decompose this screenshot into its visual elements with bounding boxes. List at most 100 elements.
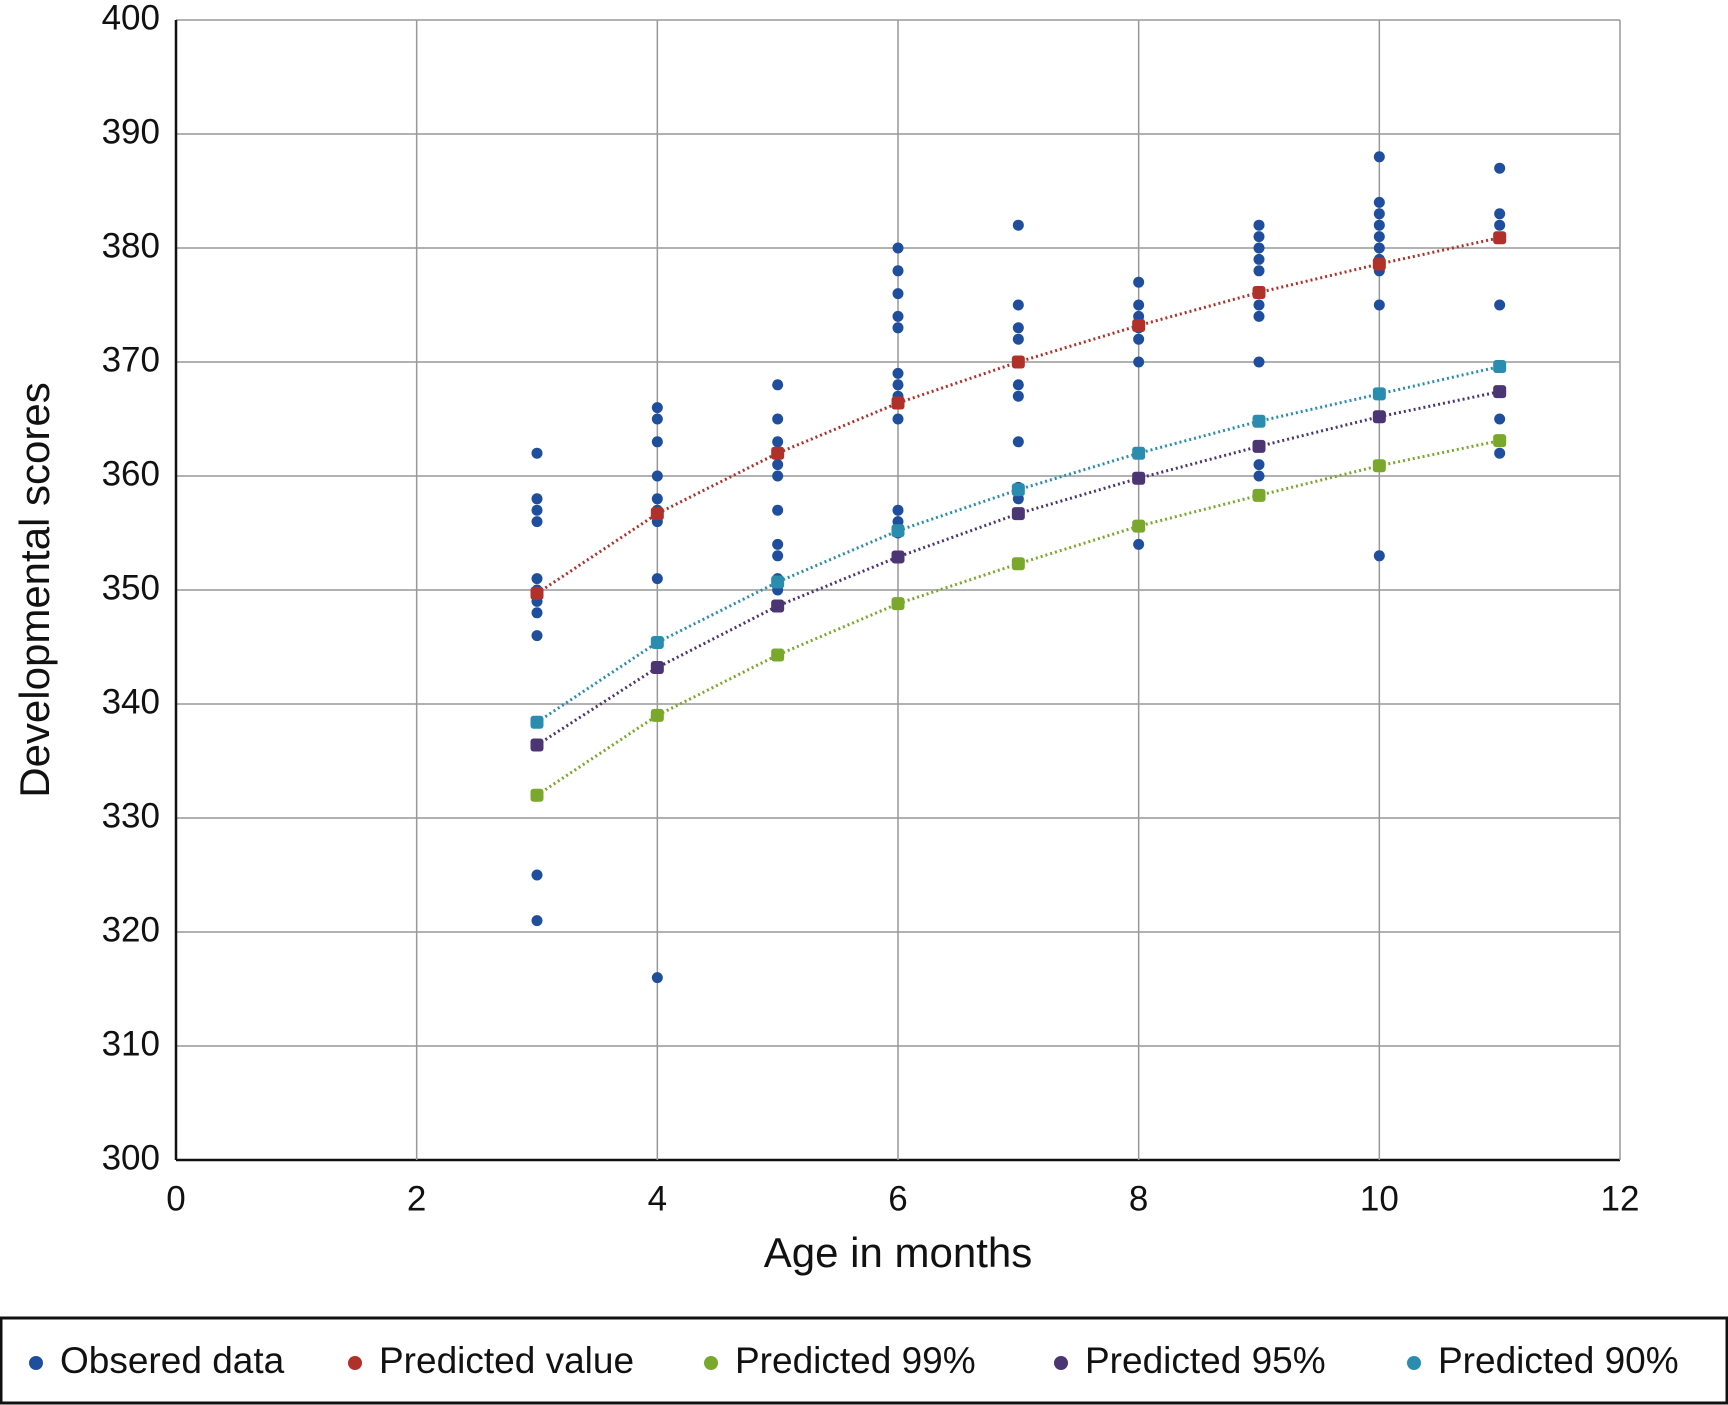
point xyxy=(1373,208,1385,220)
marker xyxy=(891,524,905,538)
marker xyxy=(891,396,905,410)
legend-label: Predicted 95% xyxy=(1085,1340,1326,1381)
point xyxy=(1494,219,1506,231)
point xyxy=(1133,276,1145,288)
legend-label: Predicted 99% xyxy=(735,1340,976,1381)
point xyxy=(531,493,543,505)
point xyxy=(1133,299,1145,311)
marker xyxy=(1132,446,1146,460)
legend-box xyxy=(0,1316,1728,1405)
point xyxy=(1253,219,1265,231)
point xyxy=(1253,299,1265,311)
point xyxy=(1253,253,1265,265)
point xyxy=(1373,231,1385,243)
point xyxy=(772,538,784,550)
marker xyxy=(650,661,664,675)
x-tick-label: 0 xyxy=(166,1179,185,1218)
point xyxy=(651,402,663,414)
y-tick-label: 330 xyxy=(102,796,160,835)
point xyxy=(892,322,904,334)
legend-marker xyxy=(348,1356,362,1370)
legend-label: Obsered data xyxy=(60,1340,285,1381)
legend-marker xyxy=(29,1356,43,1370)
legend-marker xyxy=(1054,1356,1068,1370)
point xyxy=(892,367,904,379)
point xyxy=(892,310,904,322)
point xyxy=(651,436,663,448)
marker xyxy=(771,599,785,613)
x-tick-label: 8 xyxy=(1129,1179,1148,1218)
point xyxy=(531,504,543,516)
marker xyxy=(1011,355,1025,369)
point xyxy=(772,504,784,516)
point xyxy=(1253,356,1265,368)
point xyxy=(531,915,543,927)
y-tick-label: 370 xyxy=(102,340,160,379)
point xyxy=(1133,538,1145,550)
point xyxy=(1253,265,1265,277)
marker xyxy=(650,708,664,722)
marker xyxy=(1372,257,1386,271)
marker xyxy=(771,648,785,662)
point xyxy=(1012,333,1024,345)
legend-label: Predicted 90% xyxy=(1438,1340,1679,1381)
point xyxy=(651,972,663,984)
point xyxy=(1494,447,1506,459)
marker xyxy=(771,446,785,460)
marker xyxy=(771,575,785,589)
point xyxy=(651,470,663,482)
y-tick-label: 350 xyxy=(102,568,160,607)
point xyxy=(1133,356,1145,368)
legend-marker xyxy=(704,1356,718,1370)
point xyxy=(1253,310,1265,322)
marker xyxy=(1372,459,1386,473)
point xyxy=(772,550,784,562)
marker xyxy=(1493,360,1507,374)
marker xyxy=(1132,519,1146,533)
marker xyxy=(1372,410,1386,424)
point xyxy=(1373,196,1385,208)
y-tick-label: 320 xyxy=(102,910,160,949)
point xyxy=(1253,242,1265,254)
marker xyxy=(530,715,544,729)
point xyxy=(651,413,663,425)
legend-marker xyxy=(1407,1356,1421,1370)
point xyxy=(531,447,543,459)
trend-line xyxy=(536,236,1500,595)
marker xyxy=(891,550,905,564)
point xyxy=(1012,379,1024,391)
legend-label: Predicted value xyxy=(379,1340,634,1381)
point xyxy=(1494,208,1506,220)
trend-line xyxy=(536,365,1501,724)
point xyxy=(531,869,543,881)
marker xyxy=(1252,488,1266,502)
point xyxy=(1494,162,1506,174)
point xyxy=(1012,219,1024,231)
y-axis-title: Developmental scores xyxy=(11,382,58,798)
marker xyxy=(530,586,544,600)
marker xyxy=(1252,414,1266,428)
point xyxy=(772,459,784,471)
marker xyxy=(650,635,664,649)
x-axis-title: Age in months xyxy=(764,1229,1033,1276)
marker xyxy=(650,507,664,521)
point xyxy=(1012,299,1024,311)
marker xyxy=(1011,507,1025,521)
point xyxy=(892,504,904,516)
x-tick-label: 2 xyxy=(407,1179,426,1218)
point xyxy=(1253,459,1265,471)
point xyxy=(1012,322,1024,334)
y-tick-label: 340 xyxy=(102,682,160,721)
point xyxy=(1012,390,1024,402)
marker xyxy=(1011,483,1025,497)
point xyxy=(531,607,543,619)
point xyxy=(1133,333,1145,345)
marker xyxy=(1252,439,1266,453)
y-tick-label: 400 xyxy=(102,0,160,37)
y-tick-label: 300 xyxy=(102,1138,160,1177)
point xyxy=(651,573,663,585)
point xyxy=(892,265,904,277)
y-tick-label: 390 xyxy=(102,112,160,151)
point xyxy=(1373,299,1385,311)
point xyxy=(1494,413,1506,425)
